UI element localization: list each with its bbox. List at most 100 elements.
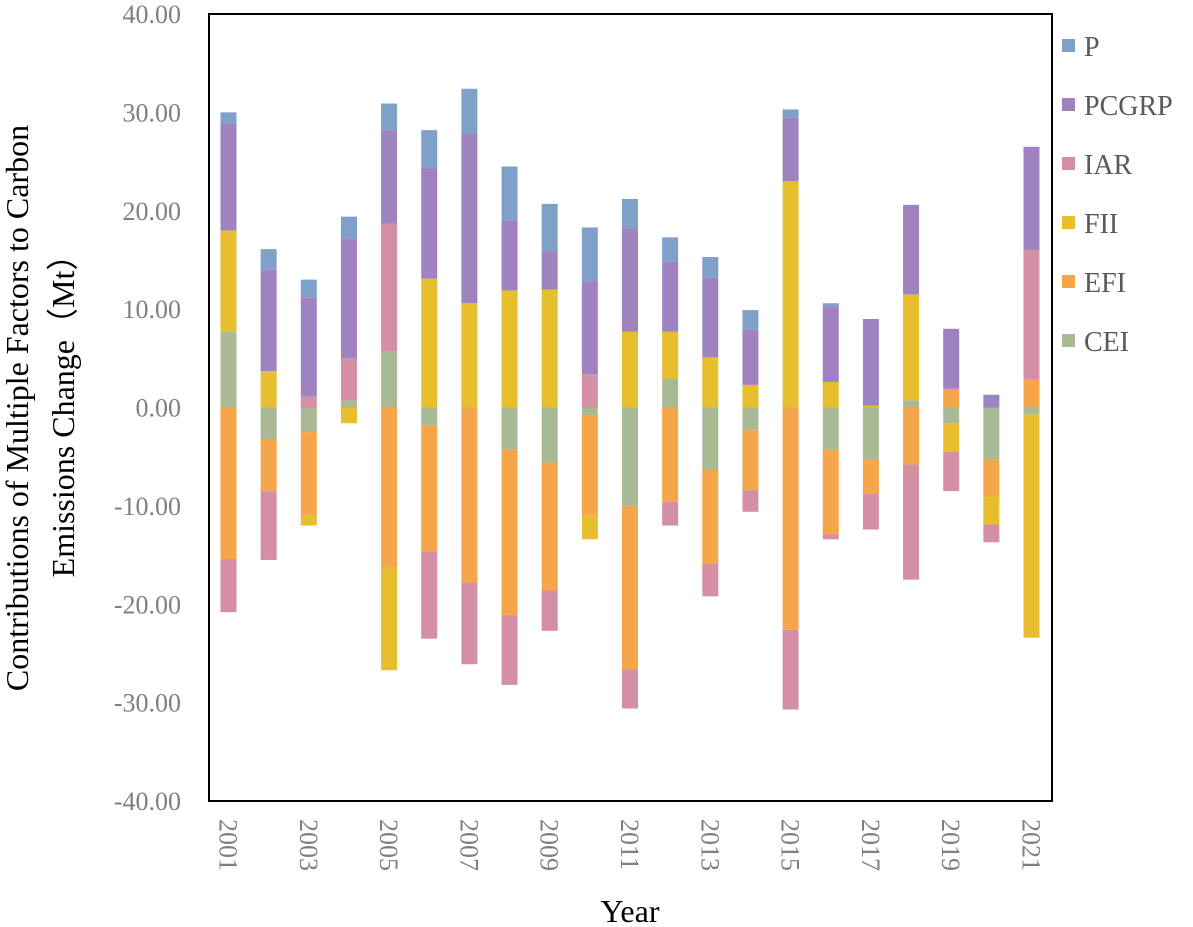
x-tick-label: 2003	[294, 819, 323, 871]
y-tick-label: -20.00	[114, 590, 181, 619]
bar-2011-p	[622, 198, 638, 229]
bar-2003-iar	[300, 396, 317, 408]
bar-2017-cei	[862, 407, 879, 460]
legend-label-p: P	[1084, 32, 1100, 63]
legend-swatch-pcgrp	[1062, 98, 1075, 111]
bar-2013-pcgrp	[702, 277, 719, 358]
bar-2015-fii	[782, 181, 799, 408]
legend: P PCGRP IAR FII EFI CEI	[1062, 32, 1173, 358]
bar-2001-pcgrp	[220, 123, 237, 231]
bar-2013-iar	[702, 563, 719, 597]
bar-2003-pcgrp	[300, 297, 317, 397]
bar-2006-fii	[421, 278, 438, 408]
bar-2016-iar	[822, 534, 839, 540]
y-axis-ticks: 40.00 30.00 20.00 10.00 0.00 -10.00 -20.00 -30.…	[114, 0, 181, 816]
bar-2019-efi	[943, 388, 960, 408]
bar-2010-cei	[581, 407, 598, 416]
bar-2006-pcgrp	[421, 168, 438, 279]
bar-2013-p	[702, 256, 719, 278]
x-tick-label: 2011	[615, 819, 644, 870]
bar-2017-efi	[862, 459, 879, 495]
bar-2008-efi	[501, 449, 518, 616]
bar-2016-p	[822, 303, 839, 307]
bar-2011-cei	[622, 407, 638, 506]
bar-2018-fii	[903, 294, 920, 401]
bar-2021-efi	[1023, 378, 1040, 408]
x-tick-label: 2021	[1017, 819, 1046, 871]
bar-2005-pcgrp	[381, 130, 398, 224]
bar-2017-iar	[862, 494, 879, 530]
bar-2017-pcgrp	[862, 318, 879, 406]
bar-2010-p	[581, 227, 598, 282]
bar-2009-iar	[541, 590, 558, 631]
bar-2002-cei	[260, 407, 277, 439]
bar-2008-pcgrp	[501, 220, 518, 291]
bar-2016-efi	[822, 449, 839, 535]
x-tick-label: 2015	[776, 819, 805, 871]
y-tick-label: -10.00	[114, 492, 181, 521]
bars-group	[220, 88, 1040, 710]
bar-2021-fii	[1023, 414, 1040, 638]
bar-2010-pcgrp	[581, 281, 598, 375]
x-tick-label: 2001	[214, 819, 243, 871]
bar-2015-pcgrp	[782, 117, 799, 182]
bar-2020-efi	[983, 459, 1000, 498]
bar-2011-pcgrp	[622, 228, 638, 332]
bar-2020-cei	[983, 407, 1000, 460]
y-tick-label: 30.00	[123, 98, 182, 127]
bar-2014-cei	[742, 407, 759, 431]
legend-label-efi: EFI	[1084, 268, 1126, 299]
legend-swatch-efi	[1062, 275, 1075, 288]
x-tick-label: 2019	[936, 819, 965, 871]
bar-2004-pcgrp	[340, 238, 357, 359]
bar-2007-pcgrp	[461, 134, 478, 304]
bar-2007-efi	[461, 407, 478, 583]
bar-2012-efi	[662, 407, 679, 502]
bar-2006-cei	[421, 407, 438, 426]
bar-2002-pcgrp	[260, 269, 277, 372]
y-tick-label: 10.00	[123, 295, 182, 324]
bar-2005-cei	[381, 351, 398, 408]
bar-2015-efi	[782, 407, 799, 630]
bar-2020-pcgrp	[983, 394, 1000, 408]
bar-2014-iar	[742, 490, 759, 512]
legend-swatch-iar	[1062, 157, 1075, 170]
bar-2021-pcgrp	[1023, 146, 1040, 251]
bar-2001-p	[220, 112, 237, 124]
bar-2009-efi	[541, 462, 558, 591]
bar-2002-iar	[260, 491, 277, 560]
bar-2002-efi	[260, 438, 277, 492]
y-tick-label: 40.00	[123, 0, 182, 29]
y-axis-title-line-1: Contributions of Multiple Factors to Car…	[0, 125, 35, 691]
bar-2007-p	[461, 88, 478, 135]
bar-2004-fii	[340, 407, 357, 424]
bar-2010-fii	[581, 515, 598, 540]
bar-2013-cei	[702, 407, 719, 470]
bar-2005-p	[381, 103, 398, 131]
y-tick-label: 0.00	[136, 394, 182, 423]
bar-2019-fii	[943, 423, 960, 452]
bar-2001-efi	[220, 407, 237, 559]
bar-2020-fii	[983, 497, 1000, 525]
bar-2014-pcgrp	[742, 329, 759, 385]
bar-2021-cei	[1023, 407, 1040, 415]
bar-2019-pcgrp	[943, 328, 960, 389]
x-tick-label: 2009	[535, 819, 564, 871]
legend-swatch-cei	[1062, 334, 1075, 347]
bar-2012-pcgrp	[662, 261, 679, 332]
x-axis-ticks: 2001 2003 2005 2007 2009 2011 2013 2015 2017 2019…	[214, 819, 1046, 871]
bar-2003-cei	[300, 407, 317, 433]
bar-2003-efi	[300, 432, 317, 516]
legend-label-fii: FII	[1084, 209, 1118, 240]
bar-2007-iar	[461, 582, 478, 665]
bar-2006-p	[421, 130, 438, 169]
legend-label-iar: IAR	[1084, 150, 1133, 181]
bar-2016-cei	[822, 407, 839, 450]
bar-2016-pcgrp	[822, 306, 839, 382]
bar-2001-cei	[220, 331, 237, 408]
bar-2005-fii	[381, 567, 398, 671]
bar-2012-p	[662, 237, 679, 262]
legend-swatch-fii	[1062, 216, 1075, 229]
legend-swatch-p	[1062, 39, 1075, 52]
